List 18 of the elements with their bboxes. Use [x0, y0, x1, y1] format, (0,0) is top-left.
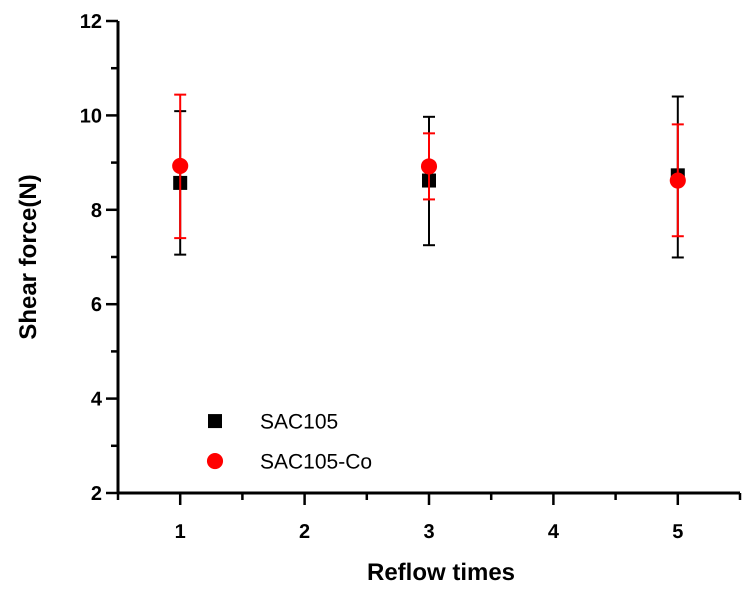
point [670, 172, 686, 189]
x-tick-label: 3 [423, 521, 435, 543]
y-tick-label: 2 [90, 483, 102, 505]
x-tick-label: 2 [299, 521, 310, 543]
x-tick-label: 4 [548, 521, 560, 543]
y-tick-label: 8 [90, 200, 102, 222]
y-tick-label: 6 [90, 294, 102, 316]
y-tick-label: 12 [80, 11, 102, 33]
y-tick-label: 4 [90, 388, 103, 411]
x-axis-title: Reflow times [366, 559, 516, 586]
x-tick-label: 5 [672, 521, 684, 543]
legend-label: SAC105-Co [260, 450, 372, 474]
x-tick-label: 1 [174, 521, 186, 543]
y-axis-title: Shear force(N) [15, 174, 42, 340]
point [420, 158, 438, 174]
y-tick-label: 10 [80, 105, 102, 128]
legend-label: SAC105 [260, 410, 338, 434]
point [172, 158, 188, 174]
